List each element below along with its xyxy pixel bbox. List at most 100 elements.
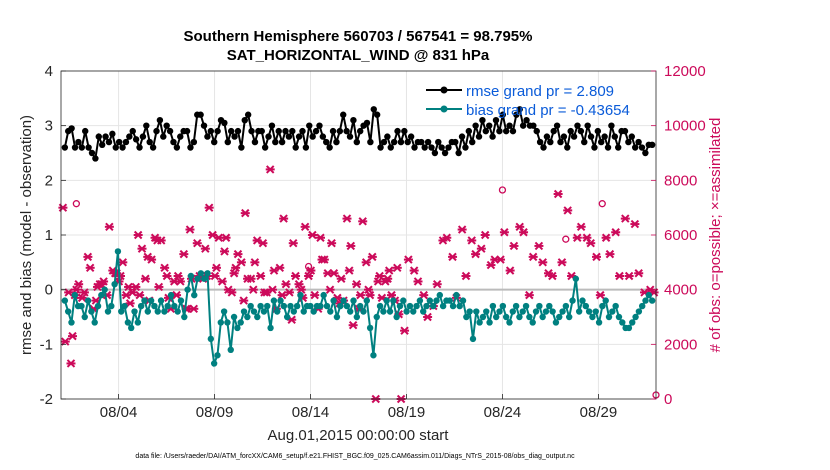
obs-count-marker — [319, 255, 329, 264]
obs-count-marker — [384, 266, 394, 275]
rmse-point — [323, 138, 330, 146]
bias-point — [330, 297, 337, 304]
obs-count-marker — [457, 225, 467, 234]
obs-count-marker — [432, 279, 442, 289]
bias-point — [290, 308, 297, 315]
bias-point — [370, 352, 377, 359]
obs-count-marker — [448, 252, 458, 262]
obs-count-marker — [210, 271, 220, 281]
x-tick-label: 08/04 — [100, 404, 138, 421]
bias-point — [546, 302, 553, 310]
bias-point — [559, 308, 566, 315]
bias-point — [94, 302, 102, 310]
obs-count-marker — [325, 285, 335, 294]
obs-count-marker — [68, 331, 78, 341]
rmse-point — [465, 127, 473, 135]
obs-count-marker — [288, 238, 298, 248]
obs-count-marker — [336, 274, 346, 283]
legend: rmse grand pr = 2.809 bias grand pr = -0… — [426, 83, 630, 119]
bias-point — [340, 297, 347, 304]
rmse-point — [458, 133, 466, 140]
legend-rmse-label: rmse grand pr = 2.809 — [466, 83, 614, 100]
obs-count-marker — [400, 326, 410, 335]
rmse-point — [499, 111, 506, 118]
obs-count-marker — [154, 282, 164, 292]
bias-point — [423, 302, 430, 310]
rmse-point — [621, 127, 629, 135]
right-tick-label: 10000 — [664, 118, 706, 135]
bias-point — [194, 275, 201, 282]
bias-point — [449, 302, 457, 310]
bias-point — [141, 297, 148, 304]
right-tick-label: 12000 — [664, 63, 706, 80]
bias-point — [609, 308, 616, 315]
bias-point — [283, 313, 291, 321]
bias-point — [473, 308, 480, 315]
bias-point — [267, 324, 274, 332]
obs-count-marker — [486, 260, 496, 270]
bias-point — [439, 302, 447, 310]
rmse-point — [200, 122, 208, 129]
rmse-point — [285, 133, 293, 140]
rmse-point — [567, 127, 574, 135]
bias-point — [293, 302, 301, 310]
bias-point — [164, 302, 171, 310]
bias-point — [171, 302, 178, 310]
obs-count-marker — [192, 238, 202, 248]
rmse-point — [380, 138, 388, 146]
rmse-point — [126, 133, 133, 140]
obs-count-marker — [294, 279, 304, 289]
obs-count-marker — [538, 258, 548, 267]
bias-point — [476, 319, 483, 326]
rmse-point — [638, 144, 646, 151]
rmse-point — [445, 144, 452, 151]
bias-point — [456, 302, 463, 310]
bias-point — [539, 313, 546, 321]
rmse-point — [132, 136, 140, 143]
obs-count-marker — [58, 203, 68, 212]
rmse-point — [170, 138, 177, 146]
x-axis-ticks: 08/04 08/09 08/14 08/19 08/24 08/29 — [100, 394, 617, 421]
rmse-point — [136, 144, 143, 151]
rmse-point — [149, 144, 157, 151]
rmse-point — [455, 149, 462, 157]
rmse-point — [302, 144, 310, 151]
rmse-point — [496, 127, 503, 135]
rmse-point — [411, 144, 418, 151]
rmse-point — [536, 138, 544, 146]
rmse-point — [238, 144, 245, 151]
obs-count-marker — [519, 228, 529, 237]
bias-point — [161, 308, 168, 315]
bias-point — [91, 319, 98, 326]
rmse-point — [479, 117, 486, 124]
chart-title-line2: SAT_HORIZONTAL_WIND @ 831 hPa — [227, 47, 490, 64]
bias-point — [376, 302, 384, 310]
rmse-point — [519, 122, 527, 129]
obs-count-marker — [229, 269, 239, 278]
bias-point — [605, 313, 613, 321]
rmse-point — [319, 133, 327, 140]
obs-count-marker — [277, 290, 287, 300]
bias-point — [327, 308, 334, 315]
rmse-point — [611, 133, 619, 140]
rmse-point — [109, 130, 116, 138]
rmse-point — [350, 117, 357, 124]
rmse-point — [584, 122, 591, 129]
bias-point — [562, 302, 570, 310]
bias-point — [436, 291, 443, 299]
obs-count-marker — [306, 266, 316, 275]
rmse-point — [486, 122, 493, 129]
bias-point — [390, 297, 397, 304]
obs-count-marker — [499, 228, 509, 237]
bias-point — [310, 308, 317, 315]
obs-count-marker — [217, 277, 227, 286]
bias-point — [615, 313, 623, 321]
bias-point — [502, 313, 510, 321]
bias-point — [260, 308, 268, 315]
x-tick-label: 08/29 — [580, 404, 618, 421]
rmse-point — [628, 133, 635, 140]
obs-count-marker — [125, 299, 135, 308]
bias-point — [383, 297, 390, 304]
obs-count-marker — [592, 252, 601, 262]
